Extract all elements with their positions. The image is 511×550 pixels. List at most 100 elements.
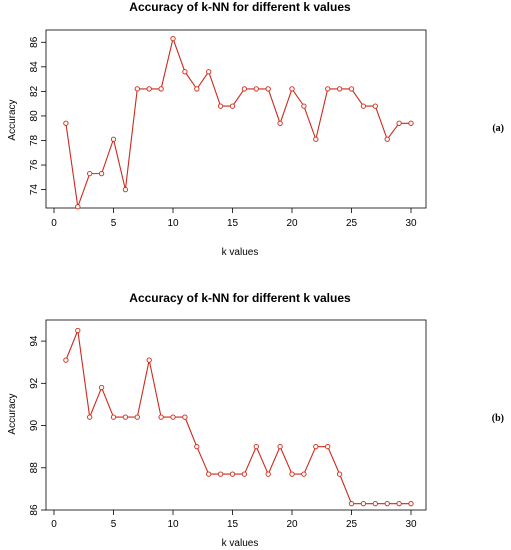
data-point (241, 471, 248, 477)
data-point (289, 86, 295, 92)
y-tick-label: 76 (29, 159, 40, 171)
data-point (146, 357, 152, 363)
y-tick-label: 80 (29, 110, 40, 122)
data-point (301, 103, 307, 109)
plot-frame (45, 29, 427, 209)
data-point (63, 357, 69, 363)
data-point (265, 86, 271, 92)
data-point (360, 501, 367, 507)
data-point (206, 471, 212, 477)
y-tick-label: 88 (29, 462, 40, 474)
x-tick-label: 0 (51, 519, 57, 530)
data-point (134, 414, 140, 420)
y-tick-label: 90 (29, 420, 40, 432)
data-point (110, 136, 117, 142)
y-tick-label: 86 (29, 36, 40, 48)
chart-title: Accuracy of k-NN for different k values (129, 0, 351, 14)
data-point (98, 170, 105, 177)
data-point (348, 86, 355, 92)
data-point (408, 501, 414, 507)
y-tick-label: 92 (29, 377, 40, 389)
data-point (372, 501, 378, 507)
x-axis-label: k values (222, 247, 259, 258)
chart-panel-b: Accuracy of k-NN for different k values … (7, 291, 504, 549)
plot-frame (45, 319, 427, 511)
data-point (75, 204, 81, 210)
y-tick-label: 94 (29, 335, 40, 347)
y-axis: 74 76 78 80 82 84 86 (29, 36, 46, 195)
data-point (289, 471, 295, 477)
data-point (75, 327, 81, 334)
x-tick-label: 25 (346, 519, 358, 530)
data-point (87, 170, 93, 177)
y-tick-label: 86 (29, 504, 40, 516)
data-point (336, 86, 343, 92)
data-point (217, 103, 224, 109)
data-point (325, 444, 331, 450)
x-tick-label: 20 (286, 519, 298, 530)
data-point (384, 136, 390, 142)
x-tick-label: 10 (167, 218, 179, 229)
data-point (325, 86, 331, 92)
data-point (134, 86, 140, 92)
x-tick-label: 20 (286, 218, 298, 229)
data-point (348, 501, 355, 507)
data-point (122, 414, 129, 420)
x-tick-label: 10 (167, 519, 179, 530)
data-point (146, 86, 152, 92)
y-tick-label: 78 (29, 134, 40, 146)
data-point (384, 501, 390, 507)
data-point (301, 471, 307, 477)
x-tick-label: 5 (111, 218, 117, 229)
data-point (182, 69, 188, 75)
y-tick-label: 74 (29, 184, 40, 196)
data-point (336, 471, 343, 477)
data-point (194, 444, 200, 450)
data-point (170, 414, 176, 420)
data-point (277, 120, 283, 126)
y-tick-label: 82 (29, 85, 40, 97)
data-point (253, 444, 259, 450)
x-tick-label: 30 (405, 519, 417, 530)
y-axis: 86 88 90 92 94 (29, 335, 46, 516)
data-point (158, 86, 164, 92)
data-point (110, 414, 117, 420)
chart-title: Accuracy of k-NN for different k values (129, 291, 351, 305)
data-point (182, 414, 188, 420)
x-axis-label: k values (222, 538, 259, 549)
x-tick-label: 15 (227, 218, 239, 229)
x-axis: 0 5 10 15 20 25 30 (51, 510, 417, 530)
series-line (65, 36, 411, 207)
panel-label: (b) (492, 413, 504, 424)
data-point (229, 103, 236, 109)
data-point (277, 444, 283, 450)
data-point (170, 35, 176, 42)
x-axis: 0 5 10 15 20 25 30 (51, 208, 417, 229)
data-point (158, 414, 164, 420)
data-point (87, 414, 93, 420)
data-series (63, 35, 414, 210)
data-point (313, 444, 319, 450)
data-point (313, 136, 319, 142)
data-point (229, 471, 236, 477)
chart-panel-a: Accuracy of k-NN for different k values … (7, 0, 504, 258)
data-point (206, 69, 212, 75)
data-point (194, 86, 200, 92)
data-point (372, 103, 378, 109)
y-tick-label: 84 (29, 61, 40, 73)
data-series (63, 327, 414, 507)
data-point (217, 471, 224, 477)
data-point (408, 120, 414, 126)
data-point (265, 471, 271, 477)
data-point (63, 120, 69, 126)
x-tick-label: 5 (111, 519, 117, 530)
data-point (98, 384, 105, 391)
data-point (122, 186, 129, 193)
data-point (241, 86, 248, 92)
series-line (65, 328, 411, 505)
data-point (396, 501, 402, 507)
panel-label: (a) (492, 123, 504, 134)
x-tick-label: 30 (405, 218, 417, 229)
data-point (253, 86, 259, 92)
